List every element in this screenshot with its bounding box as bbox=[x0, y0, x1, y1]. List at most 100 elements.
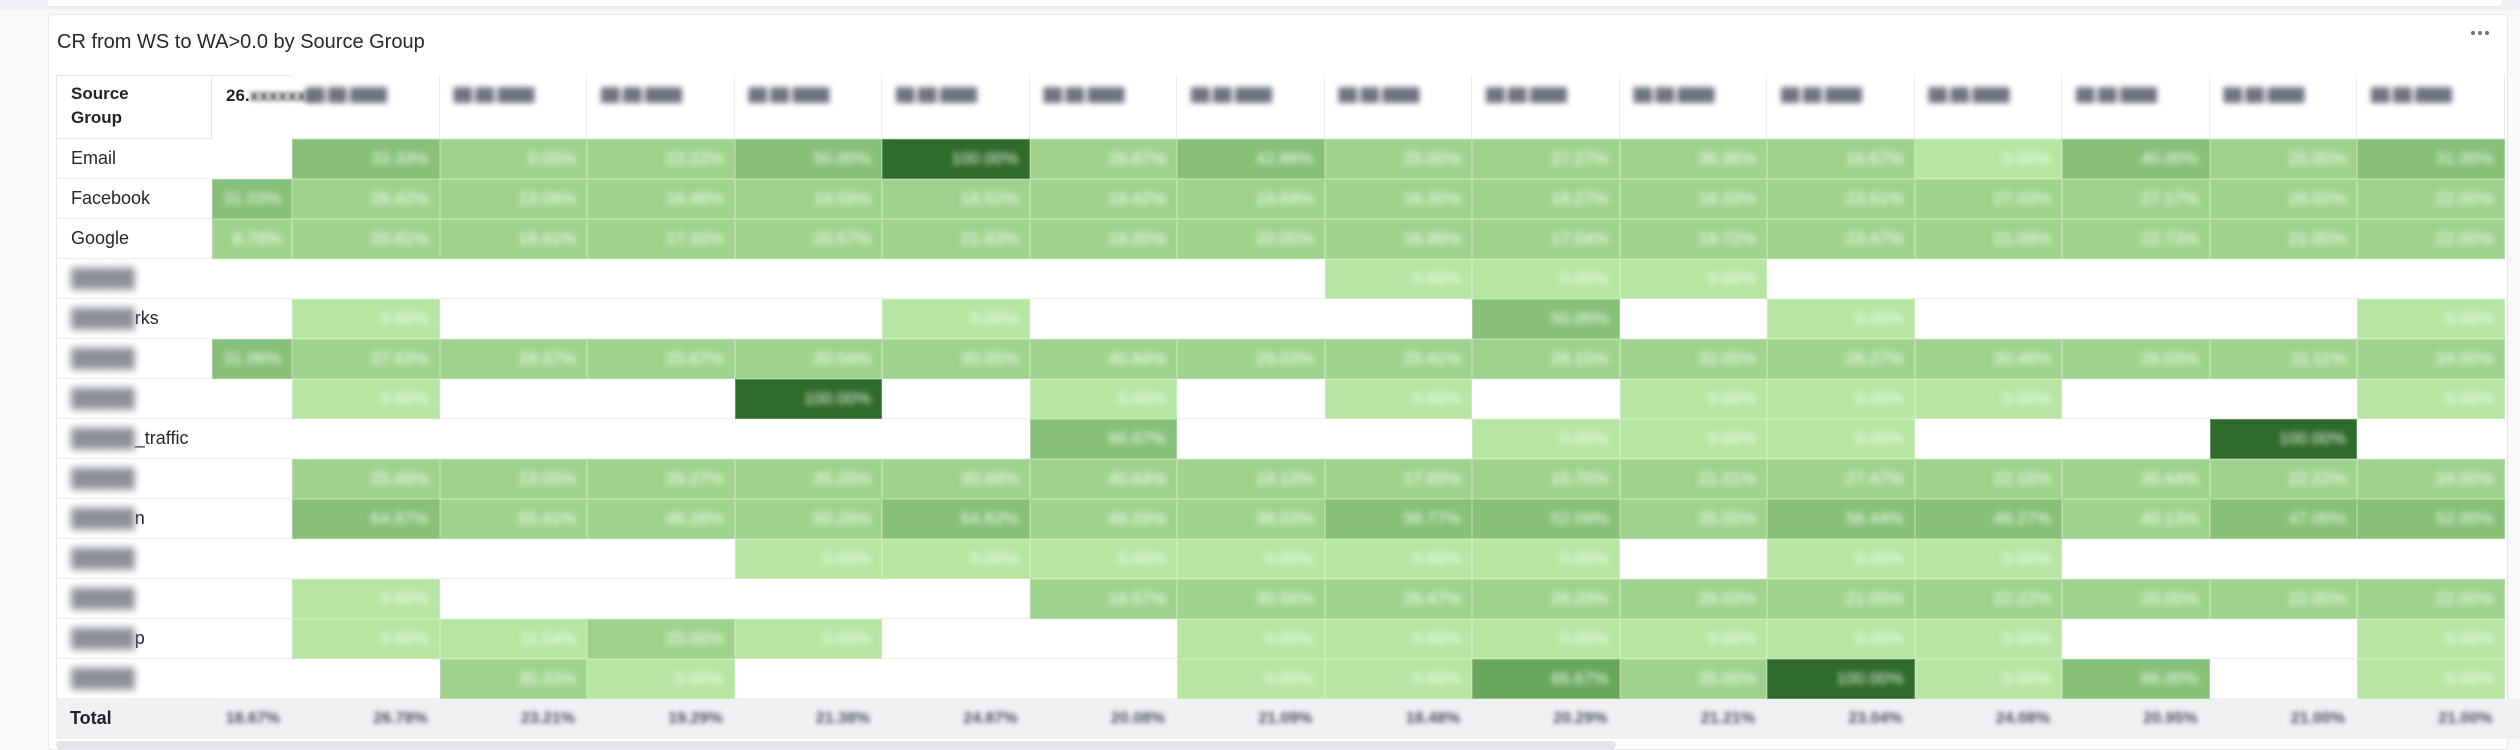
heatmap-cell[interactable]: 19.20% bbox=[1029, 219, 1177, 259]
heatmap-cell[interactable]: 27.47% bbox=[1767, 459, 1915, 499]
heatmap-cell[interactable]: 20.81% bbox=[292, 219, 440, 259]
heatmap-cell[interactable]: 30.46% bbox=[1914, 339, 2062, 379]
date-column-header[interactable]: ██.██.████ bbox=[587, 75, 735, 139]
heatmap-cell[interactable]: 18.52% bbox=[882, 179, 1030, 219]
horizontal-scrollbar[interactable] bbox=[56, 741, 1616, 749]
heatmap-cell[interactable]: 49.29% bbox=[1029, 499, 1177, 539]
heatmap-cell[interactable]: 42.86% bbox=[1177, 139, 1325, 179]
heatmap-cell[interactable] bbox=[2209, 539, 2357, 579]
heatmap-cell[interactable]: 0.00% bbox=[1177, 539, 1325, 579]
heatmap-cell[interactable] bbox=[1472, 379, 1620, 419]
heatmap-cell[interactable]: 15.70% bbox=[1472, 459, 1620, 499]
heatmap-cell[interactable]: 0.00% bbox=[1324, 379, 1472, 419]
heatmap-cell[interactable] bbox=[439, 299, 587, 339]
heatmap-cell[interactable] bbox=[1029, 659, 1177, 699]
heatmap-cell[interactable] bbox=[212, 579, 292, 619]
heatmap-cell[interactable]: 26.42% bbox=[292, 179, 440, 219]
heatmap-cell[interactable]: 0.00% bbox=[1767, 619, 1915, 659]
heatmap-cell[interactable]: 100.00% bbox=[1767, 659, 1915, 699]
heatmap-cell[interactable]: 27.27% bbox=[1472, 139, 1620, 179]
heatmap-cell[interactable] bbox=[882, 259, 1030, 299]
heatmap-cell[interactable] bbox=[1177, 419, 1325, 459]
heatmap-cell[interactable]: 0.00% bbox=[1472, 539, 1620, 579]
heatmap-cell[interactable]: 32.05% bbox=[1619, 339, 1767, 379]
heatmap-cell[interactable]: 66.67% bbox=[1472, 659, 1620, 699]
heatmap-cell[interactable] bbox=[882, 619, 1030, 659]
heatmap-cell[interactable]: 19.42% bbox=[1029, 179, 1177, 219]
heatmap-cell[interactable] bbox=[734, 659, 882, 699]
heatmap-cell[interactable]: 22.00% bbox=[2357, 579, 2505, 619]
heatmap-cell[interactable]: 55.41% bbox=[439, 499, 587, 539]
date-column-header[interactable]: ██.██.████ bbox=[1619, 75, 1767, 139]
heatmap-cell[interactable]: 31.03% bbox=[212, 179, 292, 219]
heatmap-cell[interactable]: 0.00% bbox=[1767, 379, 1915, 419]
heatmap-cell[interactable]: 31.06% bbox=[212, 339, 292, 379]
heatmap-cell[interactable] bbox=[2062, 379, 2210, 419]
heatmap-cell[interactable]: 18.27% bbox=[1472, 179, 1620, 219]
heatmap-cell[interactable]: 22.15% bbox=[1914, 459, 2062, 499]
heatmap-cell[interactable]: 17.04% bbox=[1472, 219, 1620, 259]
date-column-header[interactable]: ██.██.████ bbox=[2209, 75, 2357, 139]
heatmap-cell[interactable] bbox=[734, 419, 882, 459]
heatmap-cell[interactable] bbox=[1177, 259, 1325, 299]
heatmap-cell[interactable]: 0.00% bbox=[1914, 379, 2062, 419]
heatmap-cell[interactable]: 50.00% bbox=[734, 139, 882, 179]
heatmap-cell[interactable] bbox=[212, 459, 292, 499]
heatmap-cell[interactable]: 35.00% bbox=[1619, 659, 1767, 699]
heatmap-cell[interactable]: 27.17% bbox=[2062, 179, 2210, 219]
heatmap-cell[interactable] bbox=[587, 259, 735, 299]
heatmap-cell[interactable]: 0.00% bbox=[1767, 419, 1915, 459]
heatmap-cell[interactable] bbox=[587, 539, 735, 579]
heatmap-cell[interactable]: 23.81% bbox=[1767, 179, 1915, 219]
heatmap-cell[interactable] bbox=[212, 299, 292, 339]
heatmap-cell[interactable] bbox=[1324, 419, 1472, 459]
heatmap-cell[interactable]: 64.62% bbox=[882, 499, 1030, 539]
heatmap-cell[interactable] bbox=[1029, 259, 1177, 299]
heatmap-cell[interactable]: 29.03% bbox=[1177, 339, 1325, 379]
heatmap-cell[interactable] bbox=[587, 579, 735, 619]
heatmap-cell[interactable]: 64.87% bbox=[292, 499, 440, 539]
heatmap-cell[interactable] bbox=[734, 579, 882, 619]
heatmap-cell[interactable] bbox=[2062, 419, 2210, 459]
heatmap-cell[interactable]: 21.00% bbox=[2209, 219, 2357, 259]
heatmap-cell[interactable]: 66.00% bbox=[2062, 659, 2210, 699]
heatmap-cell[interactable]: 0.00% bbox=[1029, 539, 1177, 579]
heatmap-cell[interactable]: 100.00% bbox=[734, 379, 882, 419]
heatmap-cell[interactable] bbox=[439, 419, 587, 459]
heatmap-cell[interactable] bbox=[1914, 419, 2062, 459]
heatmap-cell[interactable]: 23.47% bbox=[1767, 219, 1915, 259]
heatmap-cell[interactable]: 22.22% bbox=[2209, 459, 2357, 499]
date-column-header[interactable]: ██.██.████ bbox=[1472, 75, 1620, 139]
heatmap-cell[interactable]: 0.00% bbox=[1324, 619, 1472, 659]
heatmap-cell[interactable]: 50.00% bbox=[1472, 299, 1620, 339]
heatmap-cell[interactable] bbox=[587, 419, 735, 459]
heatmap-cell[interactable]: 48.27% bbox=[1914, 499, 2062, 539]
heatmap-cell[interactable]: 0.00% bbox=[292, 299, 440, 339]
heatmap-cell[interactable]: 0.00% bbox=[1914, 659, 2062, 699]
heatmap-cell[interactable] bbox=[2062, 619, 2210, 659]
heatmap-cell[interactable]: 30.44% bbox=[2062, 459, 2210, 499]
date-column-header[interactable]: ██.██.████ bbox=[1324, 75, 1472, 139]
date-column-header[interactable]: ██.██.████ bbox=[2062, 75, 2210, 139]
heatmap-cell[interactable] bbox=[2062, 539, 2210, 579]
heatmap-cell[interactable]: 17.10% bbox=[587, 219, 735, 259]
heatmap-cell[interactable]: 0.00% bbox=[1324, 259, 1472, 299]
heatmap-cell[interactable] bbox=[587, 299, 735, 339]
heatmap-cell[interactable]: 29.03% bbox=[1619, 579, 1767, 619]
heatmap-cell[interactable]: 0.00% bbox=[2357, 659, 2505, 699]
heatmap-cell[interactable] bbox=[292, 539, 440, 579]
heatmap-cell[interactable] bbox=[439, 579, 587, 619]
heatmap-cell[interactable]: 16.30% bbox=[1324, 179, 1472, 219]
date-column-header[interactable]: ██.██.████ bbox=[292, 75, 440, 139]
heatmap-cell[interactable] bbox=[587, 379, 735, 419]
heatmap-cell[interactable]: 25.49% bbox=[292, 459, 440, 499]
heatmap-cell[interactable]: 0.00% bbox=[1324, 539, 1472, 579]
heatmap-cell[interactable]: 100.00% bbox=[882, 139, 1030, 179]
heatmap-cell[interactable]: 0.00% bbox=[1914, 539, 2062, 579]
date-column-header[interactable]: ██.██.████ bbox=[1029, 75, 1177, 139]
heatmap-cell[interactable]: 0.00% bbox=[1619, 379, 1767, 419]
heatmap-cell[interactable]: 58.77% bbox=[1324, 499, 1472, 539]
heatmap-cell[interactable]: 40.00% bbox=[2062, 139, 2210, 179]
heatmap-cell[interactable]: 40.64% bbox=[1029, 459, 1177, 499]
heatmap-cell[interactable]: 38.03% bbox=[1177, 499, 1325, 539]
